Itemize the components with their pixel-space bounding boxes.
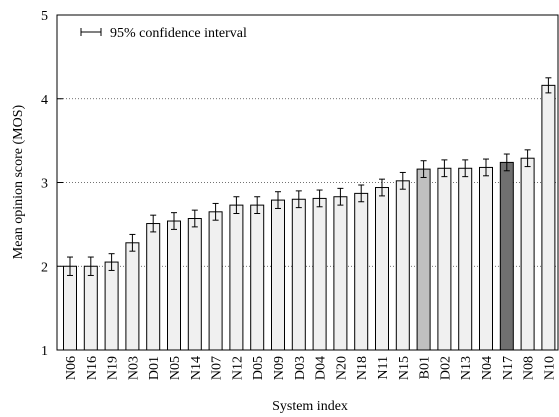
bar	[271, 199, 285, 351]
x-tick-label: D01	[147, 356, 162, 380]
x-tick-label: D02	[438, 356, 453, 380]
bar	[63, 265, 77, 351]
x-tick-label: D03	[293, 356, 308, 380]
error-bar	[399, 171, 406, 190]
legend-label: 95% confidence interval	[110, 26, 247, 41]
bar	[520, 157, 535, 351]
x-tick-label: N03	[126, 356, 141, 380]
bar	[146, 223, 161, 351]
bar	[312, 197, 327, 351]
x-tick-label: N10	[542, 356, 557, 380]
error-bar	[67, 256, 73, 276]
error-bar	[503, 153, 510, 172]
x-tick-label: N18	[355, 356, 370, 380]
x-tick-label: N09	[272, 356, 287, 380]
bar	[229, 204, 244, 351]
error-bar	[358, 184, 365, 203]
bar	[416, 168, 431, 351]
x-tick-label: N15	[397, 356, 412, 380]
x-tick-label: N04	[480, 356, 495, 380]
error-bar	[191, 209, 198, 228]
y-tick-label: 2	[41, 260, 48, 275]
error-bar	[462, 159, 469, 178]
error-bar	[420, 160, 427, 178]
error-bar	[379, 178, 385, 197]
x-tick-label: N14	[189, 356, 204, 380]
x-tick-label: N07	[210, 356, 225, 380]
x-tick-label: N16	[85, 356, 100, 380]
y-tick-label: 4	[41, 93, 48, 108]
bar	[437, 167, 452, 351]
x-tick-label: N08	[522, 356, 537, 380]
error-bar	[150, 214, 157, 233]
bar	[167, 220, 181, 351]
x-tick-label: N19	[106, 356, 121, 380]
y-axis-label: Mean opinion score (MOS)	[11, 104, 26, 259]
error-bar	[212, 202, 219, 221]
y-tick-label: 1	[41, 344, 48, 359]
error-bar	[275, 191, 281, 209]
bar	[125, 242, 140, 351]
error-bar	[316, 189, 323, 208]
bar	[250, 204, 265, 351]
x-axis-label: System index	[272, 399, 348, 414]
error-bar	[337, 187, 344, 206]
error-bar	[483, 158, 489, 177]
error-bar	[441, 159, 448, 178]
error-bar	[171, 212, 177, 230]
bar	[104, 261, 119, 351]
x-tick-label: B01	[418, 356, 433, 379]
bar	[395, 180, 410, 351]
error-bar	[545, 77, 552, 94]
x-tick-label: N06	[64, 356, 79, 380]
legend-icon	[80, 28, 102, 36]
error-bar	[108, 253, 115, 271]
x-tick-label: N11	[376, 356, 391, 380]
x-tick-label: N13	[459, 356, 474, 380]
x-tick-label: N20	[334, 356, 349, 380]
error-bar	[295, 190, 302, 209]
bar	[208, 211, 223, 351]
error-bar	[87, 256, 94, 276]
bar	[187, 218, 202, 351]
bar	[479, 166, 493, 351]
plot-frame	[56, 14, 559, 351]
bar	[458, 167, 473, 351]
x-tick-label: D04	[314, 356, 329, 380]
error-bar	[524, 149, 531, 168]
bar	[541, 84, 556, 351]
bar	[375, 187, 389, 351]
x-tick-label: D05	[251, 356, 266, 380]
error-bar	[129, 233, 136, 252]
x-tick-label: N17	[501, 356, 516, 380]
bar	[499, 161, 514, 351]
bar	[354, 192, 369, 351]
bar	[291, 198, 306, 351]
bar	[333, 196, 348, 351]
y-tick-label: 5	[41, 9, 48, 24]
y-tick-label: 3	[41, 177, 48, 192]
error-bar	[254, 196, 261, 214]
x-tick-label: N12	[230, 356, 245, 380]
bar	[83, 265, 98, 351]
x-tick-label: N05	[168, 356, 183, 380]
error-bar	[233, 196, 240, 214]
